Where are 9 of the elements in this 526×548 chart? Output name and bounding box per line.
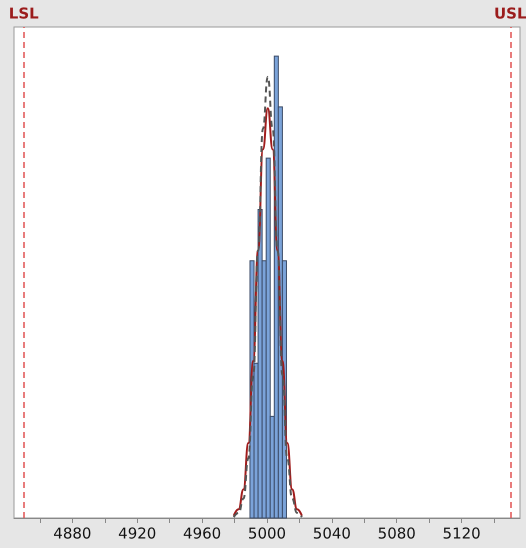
ref-line-label: USL bbox=[494, 4, 526, 22]
x-tick-label: 5080 bbox=[378, 524, 416, 542]
x-tick-label: 4920 bbox=[118, 524, 156, 542]
x-tick-label: 5000 bbox=[248, 524, 286, 542]
ref-line-label: LSL bbox=[8, 4, 40, 22]
x-tick-label: 5040 bbox=[312, 524, 351, 542]
x-tick-label: 4960 bbox=[183, 524, 222, 542]
x-tick-label: 5120 bbox=[442, 524, 481, 542]
x-tick-label: 4880 bbox=[53, 524, 92, 542]
